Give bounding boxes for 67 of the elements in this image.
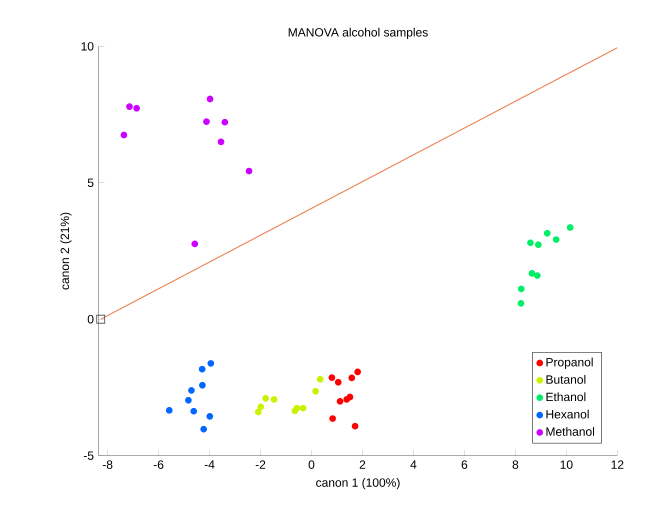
point bbox=[185, 396, 192, 404]
x-tick-label: 4 bbox=[410, 460, 416, 469]
point bbox=[292, 408, 298, 414]
point bbox=[96, 314, 106, 324]
point bbox=[166, 407, 173, 414]
x-tick-label: 0 bbox=[308, 460, 314, 469]
legend-label: Butanol bbox=[546, 374, 586, 384]
point bbox=[300, 404, 306, 412]
point bbox=[203, 118, 210, 125]
chart-title: MANOVA alcohol samples bbox=[288, 28, 428, 39]
point bbox=[198, 366, 206, 372]
legend-label: Methanol bbox=[546, 427, 594, 436]
point bbox=[566, 224, 574, 231]
point bbox=[207, 360, 214, 367]
x-tick-label: -4 bbox=[204, 460, 215, 469]
point bbox=[188, 387, 195, 394]
y-tick-label: 10 bbox=[82, 42, 94, 51]
x-tick-label: 2 bbox=[360, 460, 366, 469]
y-tick-label: 0 bbox=[88, 314, 94, 324]
point bbox=[354, 368, 361, 376]
point bbox=[126, 103, 133, 110]
point bbox=[316, 376, 324, 383]
point bbox=[191, 240, 198, 248]
point bbox=[552, 236, 560, 243]
point bbox=[334, 378, 342, 386]
point bbox=[199, 382, 206, 389]
point bbox=[206, 96, 214, 102]
y-tick-label: -5 bbox=[84, 451, 94, 460]
point bbox=[528, 270, 536, 277]
point bbox=[254, 408, 262, 416]
legend-label: Ethanol bbox=[546, 392, 586, 402]
point bbox=[218, 138, 224, 146]
point bbox=[343, 396, 350, 403]
x-tick-label: 12 bbox=[612, 460, 624, 469]
point bbox=[348, 374, 356, 382]
x-axis-title: canon 1 (100%) bbox=[316, 478, 400, 490]
point bbox=[518, 286, 525, 292]
x-tick-label: -2 bbox=[256, 460, 266, 469]
point bbox=[534, 241, 542, 248]
point bbox=[120, 132, 128, 138]
point bbox=[544, 230, 551, 237]
legend-label: Propanol bbox=[546, 358, 593, 369]
x-tick-label: 6 bbox=[462, 460, 468, 469]
point bbox=[518, 300, 524, 307]
point bbox=[257, 403, 264, 410]
point bbox=[534, 272, 541, 279]
point bbox=[222, 118, 228, 126]
x-tick-label: -8 bbox=[102, 460, 112, 469]
x-tick-label: 10 bbox=[560, 460, 573, 469]
point bbox=[329, 415, 336, 422]
point bbox=[262, 395, 269, 402]
point bbox=[206, 413, 214, 420]
point bbox=[270, 396, 278, 403]
legend-label: Hexanol bbox=[546, 410, 589, 419]
point bbox=[200, 426, 208, 433]
point bbox=[527, 239, 534, 246]
point bbox=[246, 168, 252, 174]
x-tick-label: -6 bbox=[154, 460, 164, 469]
point bbox=[133, 104, 140, 112]
point bbox=[352, 422, 358, 430]
point bbox=[336, 398, 344, 405]
x-tick-label: 8 bbox=[512, 460, 518, 469]
y-tick-label: 5 bbox=[88, 178, 94, 187]
y-axis-title: canon 2 (21%) bbox=[60, 212, 72, 290]
point bbox=[190, 408, 198, 415]
point bbox=[312, 388, 319, 395]
point bbox=[328, 374, 336, 381]
